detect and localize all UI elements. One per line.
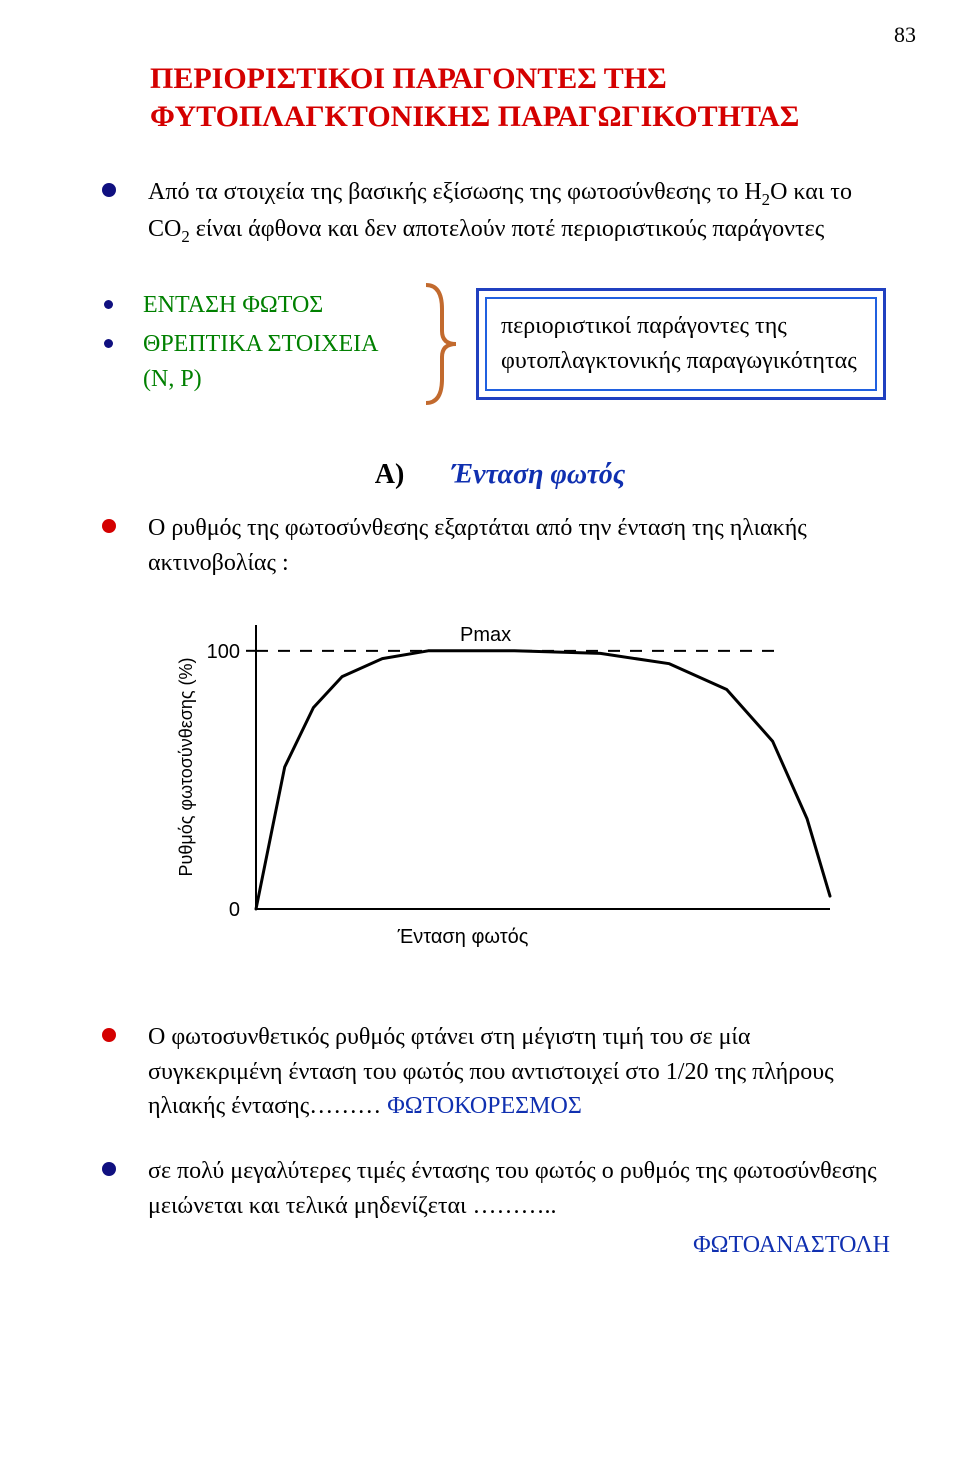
factor-2b: (Ν, Ρ) bbox=[143, 366, 202, 392]
section-a-label: Α) bbox=[375, 459, 405, 490]
bullet-icon bbox=[104, 300, 113, 309]
title-line-1: ΠΕΡΙΟΡΙΣΤΙΚΟΙ ΠΑΡΑΓΟΝΤΕΣ ΤΗΣ bbox=[150, 60, 890, 98]
lower-block: Ο φωτοσυνθετικός ρυθμός φτάνει στη μέγισ… bbox=[110, 1020, 890, 1263]
intro-bullet: Από τα στοιχεία της βασικής εξίσωσης της… bbox=[102, 175, 890, 249]
factors-box: περιοριστικοί παράγοντες της φυτοπλαγκτο… bbox=[476, 288, 886, 400]
svg-text:0: 0 bbox=[229, 899, 240, 921]
section-a-heading: Α) Ένταση φωτός bbox=[110, 459, 890, 491]
intro-text: Από τα στοιχεία της βασικής εξίσωσης της… bbox=[148, 175, 890, 249]
lower-b2-pre: σε πολύ μεγαλύτερες τιμές έντασης του φω… bbox=[148, 1158, 877, 1219]
section-a-bullet-1: Ο ρυθμός της φωτοσύνθεσης εξαρτάται από … bbox=[102, 511, 890, 581]
page-title: ΠΕΡΙΟΡΙΣΤΙΚΟΙ ΠΑΡΑΓΟΝΤΕΣ ΤΗΣ ΦΥΤΟΠΛΑΓΚΤΟ… bbox=[150, 60, 890, 135]
page-number: 83 bbox=[894, 22, 916, 48]
term-photokoresmos: ΦΩΤΟΚΟΡΕΣΜΟΣ bbox=[387, 1093, 582, 1119]
bullet-icon bbox=[102, 1162, 116, 1176]
bullet-icon bbox=[102, 1028, 116, 1042]
page: 83 ΠΕΡΙΟΡΙΣΤΙΚΟΙ ΠΑΡΑΓΟΝΤΕΣ ΤΗΣ ΦΥΤΟΠΛΑΓ… bbox=[0, 0, 960, 1471]
lower-b1-text: Ο φωτοσυνθετικός ρυθμός φτάνει στη μέγισ… bbox=[148, 1020, 890, 1124]
intro-sub1: 2 bbox=[762, 190, 770, 209]
svg-text:Pmax: Pmax bbox=[460, 624, 511, 646]
factors-box-inner: περιοριστικοί παράγοντες της φυτοπλαγκτο… bbox=[485, 297, 877, 391]
factors-row: ΕΝΤΑΣΗ ΦΩΤΟΣ ΘΡΕΠΤΙΚΑ ΣΤΟΙΧΕΙΑ (Ν, Ρ) πε… bbox=[104, 279, 890, 409]
photosynthesis-chart: 100 0 Pmax Ρυθμός φωτοσύνθεσης (%) Ένταση φω… bbox=[170, 605, 890, 970]
chart-svg: 100 0 Pmax Ρυθμός φωτοσύνθεσης (%) Ένταση φω… bbox=[170, 605, 850, 965]
intro-pre: Από τα στοιχεία της βασικής εξίσωσης της… bbox=[148, 179, 762, 205]
lower-bullet-1: Ο φωτοσυνθετικός ρυθμός φτάνει στη μέγισ… bbox=[102, 1020, 890, 1124]
intro-sub2: 2 bbox=[181, 227, 189, 246]
box-line-2: φυτοπλαγκτονικής παραγωγικότητας bbox=[501, 344, 857, 379]
title-line-2: ΦΥΤΟΠΛΑΓΚΤΟΝΙΚΗΣ ΠΑΡΑΓΩΓΙΚΟΤΗΤΑΣ bbox=[150, 98, 890, 136]
factor-item-1: ΕΝΤΑΣΗ ΦΩΤΟΣ bbox=[104, 288, 404, 323]
box-line-1: περιοριστικοί παράγοντες της bbox=[501, 309, 857, 344]
lower-bullet-2: σε πολύ μεγαλύτερες τιμές έντασης του φω… bbox=[102, 1154, 890, 1262]
bullet-icon bbox=[104, 339, 113, 348]
bullet-icon bbox=[102, 519, 116, 533]
factors-left: ΕΝΤΑΣΗ ΦΩΤΟΣ ΘΡΕΠΤΙΚΑ ΣΤΟΙΧΕΙΑ (Ν, Ρ) bbox=[104, 288, 404, 400]
section-a-title: Ένταση φωτός bbox=[451, 459, 625, 490]
factor-item-2: ΘΡΕΠΤΙΚΑ ΣΤΟΙΧΕΙΑ (Ν, Ρ) bbox=[104, 327, 404, 397]
factor-1-text: ΕΝΤΑΣΗ ΦΩΤΟΣ bbox=[143, 288, 323, 323]
factor-2a: ΘΡΕΠΤΙΚΑ ΣΤΟΙΧΕΙΑ bbox=[143, 331, 379, 357]
svg-text:Ένταση φωτός: Ένταση φωτός bbox=[397, 926, 529, 948]
intro-post: είναι άφθονα και δεν αποτελούν ποτέ περι… bbox=[190, 216, 825, 242]
svg-text:Ρυθμός φωτοσύνθεσης (%): Ρυθμός φωτοσύνθεσης (%) bbox=[176, 657, 196, 876]
section-a-b1-text: Ο ρυθμός της φωτοσύνθεσης εξαρτάται από … bbox=[148, 511, 890, 581]
brace-icon bbox=[418, 279, 462, 409]
svg-text:100: 100 bbox=[207, 641, 240, 663]
bullet-icon bbox=[102, 183, 116, 197]
factor-2-text: ΘΡΕΠΤΙΚΑ ΣΤΟΙΧΕΙΑ (Ν, Ρ) bbox=[143, 327, 379, 397]
lower-b2-text: σε πολύ μεγαλύτερες τιμές έντασης του φω… bbox=[148, 1154, 890, 1262]
term-photoanastoli: ΦΩΤΟΑΝΑΣΤΟΛΗ bbox=[693, 1232, 890, 1258]
